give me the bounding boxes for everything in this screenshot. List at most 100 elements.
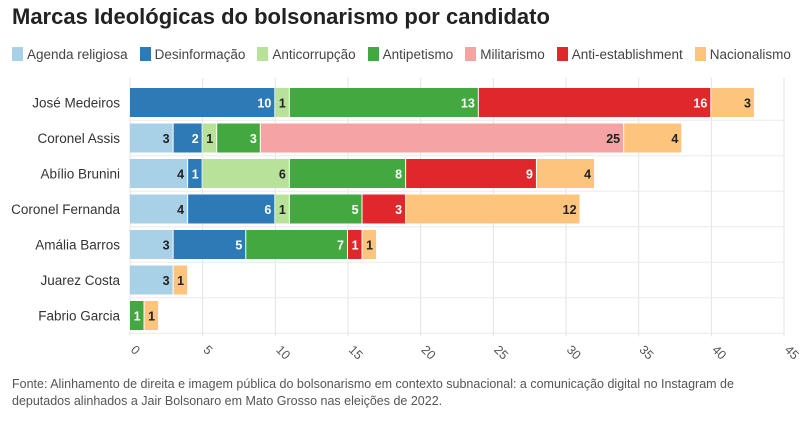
category-label: Abílio Brunini — [40, 167, 120, 182]
bar-segment-agenda-religiosa — [130, 265, 173, 295]
bar-segment-desinformacao — [130, 88, 275, 117]
data-label: 12 — [563, 203, 577, 217]
bar-segment-agenda-religiosa — [130, 230, 173, 259]
source-note: Fonte: Alinhamento de direita e imagem p… — [12, 377, 734, 408]
bar-segment-nacionalismo — [624, 123, 682, 153]
data-label: 10 — [257, 97, 271, 111]
bar-segment-nacionalismo — [362, 230, 377, 259]
data-label: 1 — [366, 239, 373, 253]
bar-segment-anticorrupcao — [202, 159, 289, 188]
bar-segment-anticorrupcao — [275, 194, 289, 224]
bar-segment-desinformacao — [188, 194, 275, 224]
data-label: 3 — [250, 132, 257, 146]
legend-item-antipetismo: Antipetismo — [367, 46, 454, 62]
x-tick-label: 40 — [709, 343, 729, 363]
bar-segment-desinformacao — [173, 123, 202, 153]
bar-segment-antipetismo — [289, 159, 406, 188]
x-tick-label: 15 — [346, 343, 366, 363]
bar-segment-agenda-religiosa — [130, 123, 173, 153]
data-label: 16 — [693, 97, 707, 111]
legend-item-desinformacao: Desinformação — [139, 46, 246, 62]
bar-segment-desinformacao — [188, 159, 202, 188]
x-tick-label: 45 — [782, 343, 800, 363]
data-label: 4 — [671, 132, 678, 146]
category-label: José Medeiros — [32, 96, 120, 111]
x-tick-label: 20 — [419, 343, 439, 363]
legend-swatch — [556, 47, 568, 61]
data-label: 13 — [461, 97, 475, 111]
data-label: 9 — [526, 168, 533, 182]
data-label: 4 — [177, 168, 184, 182]
category-label: Juarez Costa — [40, 273, 120, 288]
data-label: 5 — [352, 203, 359, 217]
data-label: 5 — [235, 239, 242, 253]
chart-legend: Agenda religiosa Desinformação Anticorrupç… — [12, 44, 800, 64]
legend-label: Nacionalismo — [709, 46, 791, 62]
legend-label: Anti-establishment — [571, 46, 683, 62]
bar-segment-anticorrupcao — [202, 123, 217, 153]
legend-swatch — [12, 47, 23, 61]
bar-segment-agenda-religiosa — [130, 194, 188, 224]
legend-swatch — [257, 47, 269, 61]
bar-segment-antipetismo — [217, 123, 260, 153]
data-label: 3 — [163, 132, 170, 146]
data-label: 4 — [584, 168, 591, 182]
legend-swatch — [465, 47, 477, 61]
x-tick-label: 30 — [564, 343, 584, 363]
x-tick-label: 35 — [637, 343, 657, 363]
bar-segment-anti-establishment — [406, 159, 536, 188]
data-label: 3 — [744, 97, 751, 111]
category-label: Coronel Assis — [37, 131, 120, 146]
bar-segment-anti-establishment — [478, 88, 711, 117]
x-tick-label: 0 — [128, 343, 143, 358]
data-label: 3 — [163, 239, 170, 253]
bar-segment-anti-establishment — [348, 230, 362, 259]
legend-label: Desinformação — [154, 46, 246, 62]
data-label: 25 — [606, 132, 620, 146]
bar-segment-agenda-religiosa — [130, 159, 188, 188]
bar-segment-antipetismo — [289, 194, 362, 224]
data-label: 3 — [163, 274, 170, 288]
bar-segment-antipetismo — [289, 88, 478, 117]
category-label: Fabrio Garcia — [38, 309, 120, 324]
data-label: 2 — [192, 132, 199, 146]
legend-swatch — [367, 47, 379, 61]
x-tick-label: 10 — [273, 343, 293, 363]
bar-segment-militarismo — [260, 123, 624, 153]
data-label: 1 — [134, 310, 141, 324]
legend-item-anticorrupcao: Anticorrupção — [257, 46, 356, 62]
x-tick-label: 5 — [201, 343, 216, 358]
bar-segment-anti-establishment — [362, 194, 406, 224]
data-label: 1 — [192, 168, 199, 182]
data-label: 1 — [352, 239, 359, 253]
legend-item-agenda-religiosa: Agenda religiosa — [12, 47, 128, 62]
data-label: 6 — [264, 203, 271, 217]
legend-item-militarismo: Militarismo — [465, 47, 545, 62]
data-label: 1 — [148, 310, 155, 324]
data-label: 6 — [279, 168, 286, 182]
legend-item-nacionalismo: Nacionalismo — [694, 46, 791, 62]
data-label: 1 — [279, 203, 286, 217]
bar-segment-nacionalismo — [406, 194, 580, 224]
bar-segment-desinformacao — [173, 230, 246, 259]
data-label: 1 — [177, 274, 184, 288]
data-label: 1 — [206, 132, 213, 146]
legend-label: Antipetismo — [382, 46, 454, 62]
data-label: 3 — [395, 203, 402, 217]
legend-item-anti-establishment: Anti-establishment — [556, 46, 683, 62]
data-label: 1 — [279, 97, 286, 111]
chart-title: Marcas Ideológicas do bolsonarismo por c… — [12, 4, 550, 29]
bar-segment-antipetismo — [246, 230, 347, 259]
bar-segment-nacionalismo — [173, 265, 188, 295]
bar-segment-nacionalismo — [711, 88, 754, 117]
bar-segment-nacionalismo — [536, 159, 595, 188]
category-label: Coronel Fernanda — [11, 202, 120, 217]
legend-swatch — [139, 47, 151, 61]
bar-segment-antipetismo — [130, 301, 144, 330]
category-label: Amália Barros — [35, 238, 120, 253]
legend-label: Anticorrupção — [272, 46, 356, 62]
legend-swatch — [694, 47, 706, 61]
data-label: 7 — [337, 239, 344, 253]
legend-label: Militarismo — [480, 46, 545, 62]
